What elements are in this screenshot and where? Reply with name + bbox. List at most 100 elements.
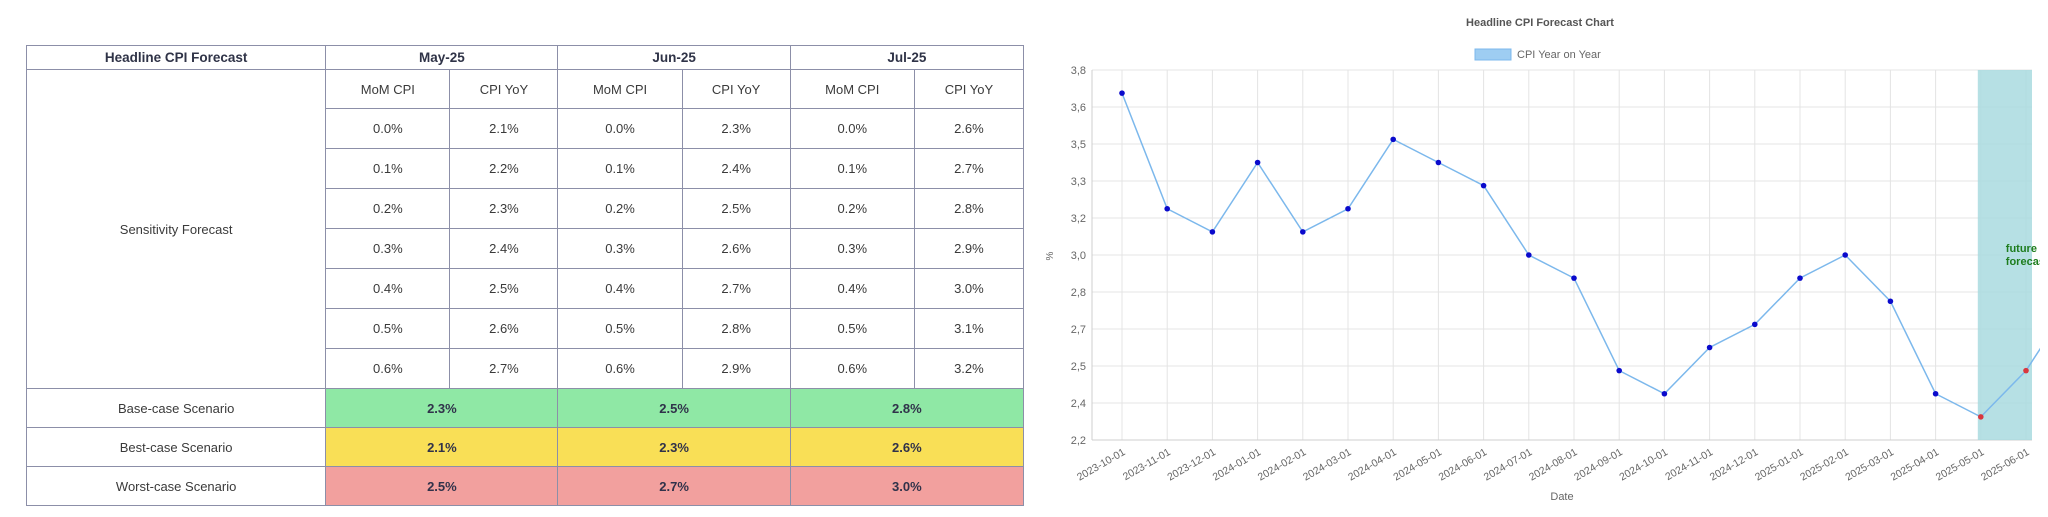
table-cell: 2.4% [681, 148, 791, 189]
x-tick-label: 2023-10-01 [1075, 446, 1128, 483]
data-point [1345, 205, 1351, 212]
worst-case-row: Worst-case Scenario 2.5% 2.7% 3.0% [25, 466, 1025, 506]
legend-swatch [1474, 48, 1512, 61]
table-row: 0.3% 2.4% 0.3% 2.6% 0.3% 2.9% [27, 228, 1025, 269]
table-cell: 0.0% [325, 108, 451, 149]
x-tick-label: 2024-01-01 [1211, 446, 1264, 483]
table-cell: 0.4% [789, 268, 915, 309]
month-header-jul: Jul-25 [789, 45, 1025, 70]
sensitivity-forecast-label: Sensitivity Forecast [25, 69, 327, 389]
y-tick-label: 2,8 [1071, 287, 1086, 299]
subheader-mom: MoM CPI [325, 69, 451, 109]
worst-case-value-jun: 2.7% [557, 466, 791, 506]
base-case-value-may: 2.3% [325, 388, 559, 428]
base-case-value-jun: 2.5% [557, 388, 791, 428]
series-line-group [1121, 92, 2040, 418]
x-tick-label: 2023-11-01 [1121, 446, 1173, 483]
table-cell: 0.6% [789, 348, 915, 389]
data-point [1932, 390, 1939, 397]
worst-case-value-may: 2.5% [325, 466, 559, 506]
subheader-yoy: CPI YoY [913, 69, 1025, 109]
y-tick-label: 3,2 [1071, 213, 1086, 225]
table-cell: 0.2% [557, 188, 683, 229]
data-point [1706, 344, 1713, 351]
y-tick-label: 2,4 [1071, 398, 1086, 410]
table-cell: 0.2% [789, 188, 915, 229]
table-subheader-row: Sensitivity Forecast MoM CPI CPI YoY MoM… [25, 69, 1025, 389]
y-tick-label: 3,0 [1071, 250, 1086, 262]
best-case-value-jun: 2.3% [557, 427, 791, 467]
data-point [1797, 275, 1803, 281]
x-tick-label: 2025-06-01 [1979, 446, 2032, 483]
series-line [1121, 92, 2040, 418]
table-cell: 2.6% [913, 108, 1025, 149]
table-cell: 0.1% [789, 148, 915, 189]
forecast-annotation: futureforecast [2006, 243, 2040, 268]
annotation-text: future [2006, 243, 2037, 255]
table-row: 0.1% 2.2% 0.1% 2.4% 0.1% 2.7% [27, 148, 1025, 189]
table-cell: 2.8% [681, 308, 791, 349]
base-case-value-jul: 2.8% [789, 388, 1025, 428]
annotation-text: forecast [2006, 256, 2040, 268]
table-cell: 0.6% [557, 348, 683, 389]
subheader-yoy: CPI YoY [449, 69, 559, 109]
forecast-point [2023, 367, 2029, 374]
y-tick-label: 3,6 [1071, 102, 1086, 114]
y-tick-label: 3,3 [1071, 176, 1086, 188]
table-cell: 0.6% [325, 348, 451, 389]
data-point [1887, 298, 1894, 305]
data-point [1435, 159, 1442, 166]
table-cell: 0.4% [557, 268, 683, 309]
x-tick-label: 2024-02-01 [1256, 446, 1309, 483]
table-row: 0.0% 2.1% 0.0% 2.3% 0.0% 2.6% [27, 108, 1025, 149]
data-point [1616, 367, 1622, 374]
table-cell: 3.0% [913, 268, 1025, 309]
chart-title: Headline CPI Forecast Chart [1466, 17, 1614, 29]
base-case-row: Base-case Scenario 2.3% 2.5% 2.8% [25, 388, 1025, 428]
table-cell: 2.2% [449, 148, 559, 189]
table-cell: 2.7% [913, 148, 1025, 189]
y-tick-label: 2,5 [1071, 361, 1086, 373]
table-cell: 2.6% [681, 228, 791, 269]
table-row: 0.2% 2.3% 0.2% 2.5% 0.2% 2.8% [27, 188, 1025, 229]
data-point [1209, 229, 1216, 235]
best-case-value-jul: 2.6% [789, 427, 1025, 467]
data-point [1526, 252, 1532, 258]
x-tick-label: 2025-03-01 [1843, 446, 1896, 483]
worst-case-label: Worst-case Scenario [25, 466, 327, 506]
table-cell: 3.2% [913, 348, 1025, 389]
y-tick-label: 3,8 [1071, 65, 1086, 77]
table-cell: 2.5% [681, 188, 791, 229]
x-tick-label: 2024-06-01 [1437, 446, 1490, 483]
x-tick-label: 2024-09-01 [1572, 446, 1625, 483]
table-cell: 2.7% [449, 348, 559, 389]
table-cell: 0.3% [557, 228, 683, 269]
table-cell: 2.4% [449, 228, 559, 269]
table-cell: 2.5% [449, 268, 559, 309]
table-cell: 0.5% [789, 308, 915, 349]
data-point [1661, 390, 1668, 397]
x-tick-label: 2023-12-01 [1165, 446, 1218, 483]
x-axis-ticks: 2023-10-012023-11-012023-12-012024-01-01… [1075, 446, 2032, 483]
table-header-row: Headline CPI Forecast May-25 Jun-25 Jul-… [25, 45, 1025, 70]
cpi-forecast-table: Headline CPI Forecast May-25 Jun-25 Jul-… [25, 45, 1025, 506]
legend-label: CPI Year on Year [1517, 49, 1601, 61]
x-tick-label: 2024-12-01 [1708, 446, 1761, 483]
table-cell: 0.3% [789, 228, 915, 269]
worst-case-value-jul: 3.0% [789, 466, 1025, 506]
data-point [1119, 90, 1125, 96]
x-tick-label: 2024-04-01 [1346, 446, 1399, 483]
y-axis-label: % [1045, 251, 1056, 260]
table-cell: 0.2% [325, 188, 451, 229]
table-cell: 0.0% [557, 108, 683, 149]
forecast-point [1978, 414, 1984, 420]
subheader-mom: MoM CPI [557, 69, 683, 109]
data-point [1300, 229, 1306, 235]
data-point [1164, 205, 1170, 212]
table-cell: 2.9% [681, 348, 791, 389]
data-point [1571, 275, 1577, 281]
series-points [1119, 90, 2029, 420]
table-cell: 2.7% [681, 268, 791, 309]
x-tick-label: 2025-01-01 [1753, 446, 1806, 483]
x-tick-label: 2025-04-01 [1889, 446, 1942, 483]
